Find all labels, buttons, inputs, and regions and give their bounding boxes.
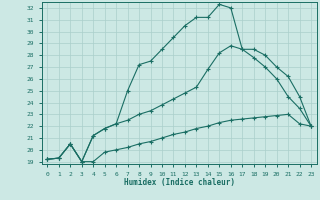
X-axis label: Humidex (Indice chaleur): Humidex (Indice chaleur): [124, 178, 235, 187]
